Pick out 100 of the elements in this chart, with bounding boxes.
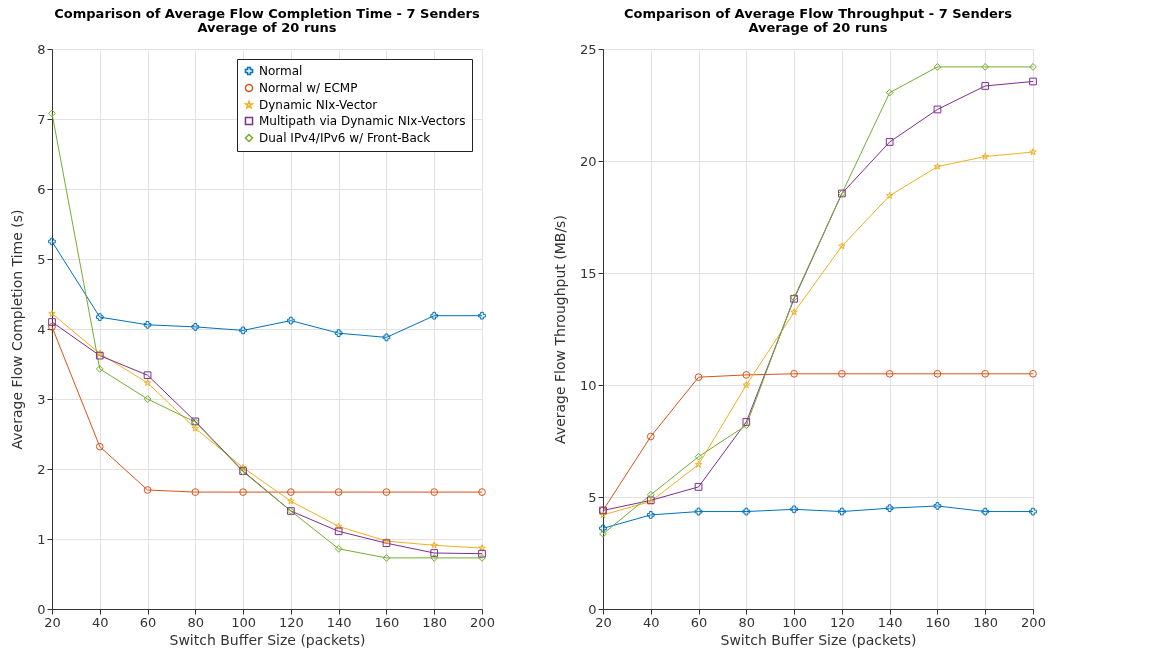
point xyxy=(95,365,104,373)
point xyxy=(478,544,486,552)
x-tick-label: 40 xyxy=(92,614,109,630)
x-tick-label: 60 xyxy=(690,614,708,630)
point xyxy=(48,109,56,118)
y-tick-label: 4 xyxy=(37,321,46,337)
legend-label: Multipath via Dynamic NIx-Vectors xyxy=(259,114,466,128)
y-tick-label: 2 xyxy=(37,461,46,477)
point xyxy=(1029,63,1037,71)
point xyxy=(143,371,152,380)
point xyxy=(981,63,990,71)
legend-label: Dynamic NIx-Vector xyxy=(259,98,378,112)
chart-subtitle: Average of 20 runs xyxy=(748,20,888,35)
point xyxy=(885,191,894,199)
point xyxy=(382,333,391,342)
point xyxy=(191,323,200,331)
x-axis-title: Switch Buffer Size (packets) xyxy=(720,631,917,648)
point xyxy=(287,316,295,325)
point xyxy=(790,308,798,316)
y-tick-label: 15 xyxy=(579,265,597,281)
point xyxy=(742,507,751,516)
point xyxy=(885,504,894,513)
x-tick-label: 120 xyxy=(829,614,855,630)
y-tick-label: 7 xyxy=(37,111,46,127)
point xyxy=(646,511,655,519)
point xyxy=(239,326,247,335)
point xyxy=(838,507,846,516)
point xyxy=(95,313,104,321)
y-tick-label: 5 xyxy=(588,489,597,505)
point xyxy=(334,522,343,530)
point xyxy=(742,418,751,426)
point xyxy=(334,544,343,553)
point xyxy=(742,371,751,379)
x-tick-label: 160 xyxy=(925,614,951,630)
y-tick-label: 6 xyxy=(37,181,46,197)
point xyxy=(382,488,391,496)
point xyxy=(287,497,295,505)
point xyxy=(478,311,486,320)
y-tick-label: 3 xyxy=(37,391,46,407)
point xyxy=(191,488,200,496)
point xyxy=(694,483,703,491)
point xyxy=(1029,148,1037,156)
point xyxy=(334,488,343,496)
y-tick-label: 0 xyxy=(588,601,597,617)
y-tick-label: 20 xyxy=(579,153,597,169)
point xyxy=(191,424,200,432)
point xyxy=(287,488,295,496)
point xyxy=(742,421,751,430)
point xyxy=(790,369,798,378)
point xyxy=(742,381,751,389)
point xyxy=(599,530,607,538)
point xyxy=(981,82,990,90)
chart-title: Comparison of Average Flow Completion Time - 7 Senders xyxy=(54,6,480,21)
point xyxy=(334,329,343,338)
point xyxy=(933,369,942,378)
point xyxy=(933,105,942,114)
point xyxy=(143,379,152,387)
x-tick-label: 180 xyxy=(422,614,448,630)
point xyxy=(599,511,607,519)
point xyxy=(694,507,703,516)
point xyxy=(143,320,152,329)
x-tick-label: 60 xyxy=(139,614,157,630)
point xyxy=(430,311,439,320)
point xyxy=(430,488,439,496)
y-tick-label: 8 xyxy=(37,41,46,57)
point xyxy=(48,237,56,246)
point xyxy=(933,162,942,170)
x-tick-label: 100 xyxy=(231,614,257,630)
x-tick-label: 100 xyxy=(782,614,808,630)
point xyxy=(478,554,486,562)
point xyxy=(478,549,486,558)
x-axis-title: Switch Buffer Size (packets) xyxy=(169,631,366,648)
point xyxy=(694,460,703,468)
point xyxy=(430,541,438,549)
y-tick-label: 1 xyxy=(37,531,46,547)
legend-label: Dual IPv4/IPv6 w/ Front-Back xyxy=(259,131,431,145)
chart-title: Comparison of Average Flow Throughput - 7 Senders xyxy=(624,6,1013,21)
y-tick-label: 25 xyxy=(579,41,597,57)
x-tick-label: 140 xyxy=(326,614,352,630)
point xyxy=(838,242,846,250)
x-tick-label: 80 xyxy=(187,614,205,630)
point xyxy=(933,502,942,510)
point xyxy=(239,488,247,496)
point xyxy=(838,369,846,378)
x-tick-label: 160 xyxy=(374,614,400,630)
legend-label: Normal w/ ECMP xyxy=(259,81,358,95)
point xyxy=(646,432,655,441)
point xyxy=(981,152,989,160)
point xyxy=(430,549,439,557)
y-axis-title: Average Flow Throughput (MB/s) xyxy=(551,215,568,444)
point xyxy=(885,88,894,97)
point xyxy=(334,527,343,536)
point xyxy=(1029,369,1037,378)
x-tick-label: 200 xyxy=(1021,614,1046,630)
chart-subtitle: Average of 20 runs xyxy=(197,20,337,35)
point xyxy=(48,323,56,331)
y-tick-label: 5 xyxy=(37,251,46,267)
point xyxy=(646,490,655,499)
point xyxy=(143,486,152,494)
point xyxy=(239,463,247,471)
